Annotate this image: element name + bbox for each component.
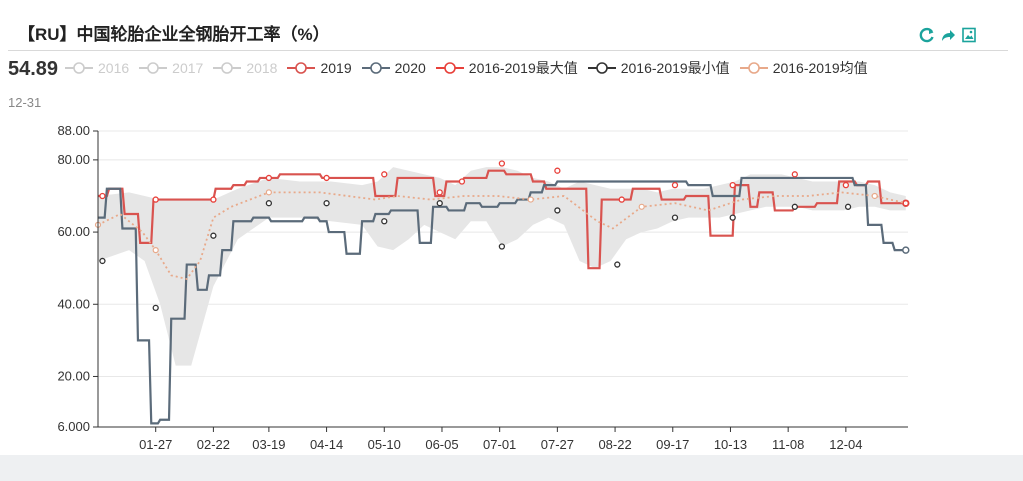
y-tick-label: 40.00 [57, 296, 90, 311]
marker-point [671, 214, 679, 221]
refresh-icon[interactable] [919, 27, 935, 43]
marker-point [842, 181, 850, 189]
marker-point [152, 196, 159, 203]
marker-point [99, 192, 106, 200]
marker-point [210, 196, 217, 203]
x-tick-label: 12-04 [829, 437, 862, 452]
title-divider [8, 50, 1008, 51]
legend-item[interactable]: 2016 [65, 60, 129, 76]
marker-point [554, 167, 561, 174]
legend-item[interactable]: 2016-2019最大值 [435, 58, 578, 78]
legend-item[interactable]: 2017 [139, 60, 203, 76]
y-tick-label: 6.000 [57, 419, 90, 434]
marker-point [498, 160, 506, 167]
marker-point [99, 257, 106, 265]
x-tick-label: 01-27 [139, 437, 172, 452]
legend-label: 2016-2019最大值 [468, 60, 578, 76]
page-footer-band [0, 455, 1023, 481]
marker-point [323, 200, 330, 207]
x-tick-label: 09-17 [656, 437, 689, 452]
marker-point [458, 178, 466, 185]
marker-point [618, 196, 625, 203]
legend-circle-icon [213, 62, 242, 74]
marker-point [791, 171, 798, 178]
x-tick-label: 04-14 [310, 437, 343, 452]
share-icon[interactable] [940, 27, 956, 43]
legend-item[interactable]: 2016-2019均值 [739, 58, 868, 78]
mean-marker [871, 192, 878, 200]
legend-circle-icon [287, 62, 316, 74]
toolbox [919, 27, 977, 43]
marker-point [152, 304, 159, 312]
series-lines [94, 160, 910, 425]
x-tick-label: 02-22 [197, 437, 230, 452]
y-tick-label: 20.00 [57, 368, 90, 383]
marker-point [671, 181, 679, 189]
tooltip-date: 12-31 [8, 95, 42, 110]
marker-point [210, 232, 217, 239]
marker-point [381, 218, 388, 225]
legend-circle-icon [361, 62, 390, 74]
save-image-icon[interactable] [961, 27, 977, 43]
legend-circle-icon [739, 62, 768, 74]
chart-legend: 2016 2017 2018 2019 2020 2016-2019最大值 2016-201… [65, 58, 878, 78]
axes: 88.00 80.00 60.00 40.00 20.00 6.000 01-27 02-22… [57, 123, 908, 452]
chart-title: 【RU】中国轮胎企业全钢胎开工率（%） [18, 25, 330, 44]
marker-point [436, 200, 443, 207]
x-tick-label: 07-27 [541, 437, 574, 452]
tooltip-value: 54.89 [8, 58, 59, 81]
legend-circle-icon [65, 62, 93, 74]
legend-label: 2019 [320, 60, 352, 76]
marker-point [498, 243, 506, 250]
legend-label: 2018 [246, 60, 278, 76]
y-tick-label: 88.00 [57, 123, 90, 138]
legend-label: 2017 [172, 60, 204, 76]
marker-point [265, 174, 273, 182]
x-tick-label: 10-13 [714, 437, 747, 452]
x-tick-label: 06-05 [425, 437, 458, 452]
legend-item[interactable]: 2020 [361, 60, 426, 76]
legend-label: 2020 [394, 60, 426, 76]
min-max-band [98, 167, 906, 366]
marker-point [381, 171, 388, 178]
legend-label: 2016-2019最小值 [620, 60, 730, 76]
mean-marker [527, 196, 534, 203]
marker-point [436, 189, 443, 196]
marker-point [791, 203, 798, 210]
mean-marker [152, 247, 159, 254]
line-chart: 88.00 80.00 60.00 40.00 20.00 6.000 01-27 02-22… [57, 123, 910, 452]
series-endpoint-2020 [902, 246, 910, 254]
legend-item[interactable]: 2016-2019最小值 [587, 58, 730, 78]
marker-point [729, 214, 736, 221]
marker-point [902, 200, 909, 207]
series-line-mean [97, 191, 906, 281]
legend-circle-icon [139, 62, 168, 74]
x-tick-label: 03-19 [252, 437, 285, 452]
marker-point [323, 174, 330, 182]
y-tick-label: 80.00 [57, 152, 90, 167]
legend-label: 2016 [98, 60, 130, 76]
x-tick-label: 07-01 [483, 437, 516, 452]
x-tick-label: 11-08 [772, 437, 804, 452]
legend-item[interactable]: 2018 [213, 60, 277, 76]
band-area [98, 167, 906, 366]
legend-circle-icon [587, 62, 616, 74]
mean-marker [265, 189, 272, 196]
legend-item[interactable]: 2019 [287, 60, 352, 76]
marker-point [554, 207, 561, 214]
mean-marker [638, 203, 645, 210]
marker-point [265, 200, 273, 207]
y-tick-label: 60.00 [57, 224, 90, 239]
marker-point [844, 203, 852, 210]
x-tick-label: 08-22 [598, 437, 631, 452]
legend-label: 2016-2019均值 [772, 60, 868, 76]
legend-circle-icon [435, 62, 464, 74]
marker-point [729, 181, 736, 189]
series-line-2020 [98, 176, 906, 425]
x-tick-label: 05-10 [368, 437, 401, 452]
marker-point [614, 261, 621, 268]
series-line-2019 [98, 169, 906, 270]
